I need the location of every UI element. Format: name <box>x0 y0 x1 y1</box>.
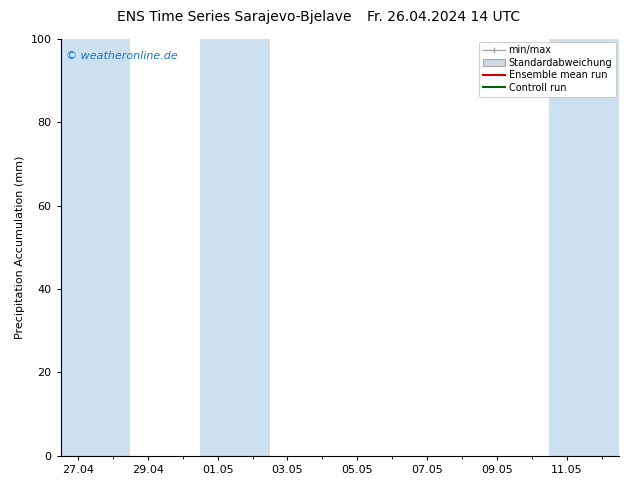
Text: Fr. 26.04.2024 14 UTC: Fr. 26.04.2024 14 UTC <box>367 10 521 24</box>
Bar <box>61 39 131 456</box>
Text: © weatheronline.de: © weatheronline.de <box>66 51 178 61</box>
Y-axis label: Precipitation Accumulation (mm): Precipitation Accumulation (mm) <box>15 156 25 339</box>
Bar <box>549 39 619 456</box>
Legend: min/max, Standardabweichung, Ensemble mean run, Controll run: min/max, Standardabweichung, Ensemble me… <box>479 42 616 97</box>
Text: ENS Time Series Sarajevo-Bjelave: ENS Time Series Sarajevo-Bjelave <box>117 10 352 24</box>
Bar <box>200 39 270 456</box>
